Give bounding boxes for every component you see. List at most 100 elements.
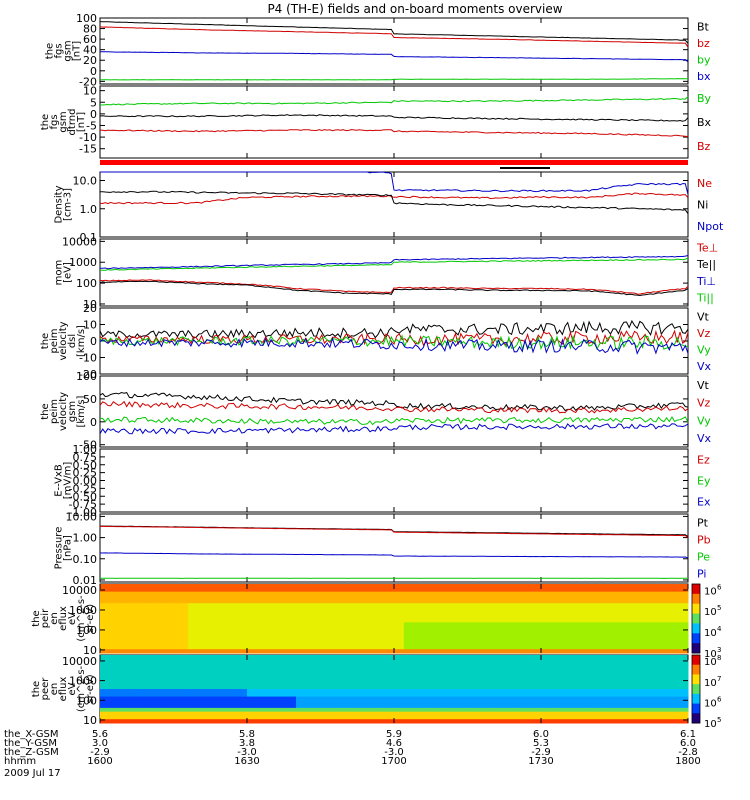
heatmap-cell	[492, 622, 503, 627]
heatmap-cell	[423, 587, 434, 593]
heatmap-cell	[227, 633, 238, 639]
heatmap-cell	[560, 692, 571, 698]
heatmap-cell	[217, 614, 228, 619]
heatmap-cell	[541, 689, 552, 694]
heatmap-cell	[639, 700, 650, 705]
y-tick-label: -20	[79, 75, 97, 88]
heatmap-cell	[296, 626, 307, 631]
heatmap-cell	[501, 591, 513, 596]
heatmap-cell	[511, 681, 522, 686]
heatmap-cell	[286, 614, 297, 619]
heatmap-cell	[207, 626, 219, 631]
heatmap-cell	[217, 641, 228, 646]
heatmap-cell	[315, 700, 326, 705]
heatmap-cell	[521, 662, 532, 667]
heatmap-cell	[286, 666, 297, 671]
colorbar-tick-exponent: 3	[717, 646, 721, 654]
heatmap-cell	[129, 641, 140, 646]
y-axis-label: peim	[49, 328, 60, 353]
heatmap-cell	[521, 681, 532, 686]
heatmap-cell	[678, 662, 689, 667]
heatmap-cell	[560, 719, 571, 724]
heatmap-cell	[590, 704, 601, 709]
heatmap-cell	[394, 591, 405, 596]
heatmap-cell	[501, 641, 513, 646]
heatmap-cell	[158, 584, 170, 589]
heatmap-cell	[345, 633, 356, 639]
heatmap-cell	[207, 641, 219, 646]
heatmap-cell	[198, 689, 209, 694]
heatmap-cell	[482, 670, 493, 675]
heatmap-cell	[296, 607, 307, 612]
heatmap-cell	[678, 626, 689, 631]
heatmap-cell	[541, 649, 552, 654]
heatmap-cell	[541, 673, 552, 679]
heatmap-cell	[178, 584, 189, 589]
series-line-vz	[99, 400, 689, 414]
heatmap-cell	[109, 630, 121, 635]
heatmap-cell	[345, 637, 356, 642]
heatmap-cell	[168, 599, 179, 604]
heatmap-cell	[648, 584, 660, 589]
heatmap-cell	[501, 630, 513, 635]
heatmap-cell	[648, 618, 660, 623]
series-line-te	[99, 280, 689, 297]
heatmap-cell	[266, 670, 277, 675]
heatmap-cell	[354, 622, 366, 627]
heatmap-cell	[286, 711, 297, 716]
heatmap-cell	[619, 603, 630, 608]
heatmap-cell	[237, 633, 248, 639]
heatmap-cell	[158, 673, 170, 679]
heatmap-cell	[139, 719, 150, 724]
heatmap-cell	[119, 603, 130, 608]
heatmap-cell	[560, 626, 571, 631]
heatmap-cell	[550, 677, 562, 682]
heatmap-cell	[119, 595, 130, 600]
heatmap-cell	[227, 587, 238, 593]
heatmap-cell	[668, 681, 679, 686]
footer-date: 2009 Jul 17	[4, 768, 61, 779]
heatmap-cell	[482, 666, 493, 671]
heatmap-cell	[482, 610, 493, 616]
heatmap-cell	[511, 715, 522, 720]
heatmap-cell	[247, 677, 258, 682]
heatmap-cell	[305, 626, 317, 631]
y-axis-label: fgs	[54, 43, 65, 58]
heatmap-cell	[433, 670, 444, 675]
heatmap-cell	[648, 633, 660, 639]
y-tick-label: -20	[79, 368, 97, 381]
y-tick-label: 0	[90, 65, 97, 78]
heatmap-cell	[629, 591, 640, 596]
heatmap-cell	[217, 649, 228, 654]
heatmap-cell	[394, 587, 405, 593]
heatmap-cell	[364, 607, 375, 612]
heatmap-cell	[423, 692, 434, 698]
heatmap-cell	[668, 666, 679, 671]
heatmap-cell	[109, 681, 121, 686]
heatmap-cell	[256, 655, 268, 660]
heatmap-cell	[296, 595, 307, 600]
heatmap-cell	[668, 618, 679, 623]
heatmap-cell	[266, 696, 277, 701]
heatmap-cell	[384, 666, 395, 671]
heatmap-cell	[374, 685, 385, 690]
colorbar-segment	[692, 643, 700, 654]
heatmap-cell	[374, 607, 385, 612]
heatmap-cell	[296, 662, 307, 667]
heatmap-cell	[296, 673, 307, 679]
heatmap-cell	[315, 670, 326, 675]
heatmap-cell	[413, 618, 424, 623]
heatmap-cell	[129, 630, 140, 635]
heatmap-cell	[198, 655, 209, 660]
heatmap-cell	[599, 591, 611, 596]
heatmap-cell	[501, 673, 513, 679]
y-tick-label: 10000	[62, 655, 97, 668]
heatmap-cell	[639, 696, 650, 701]
heatmap-cell	[521, 649, 532, 654]
heatmap-cell	[188, 614, 199, 619]
heatmap-cell	[648, 595, 660, 600]
heatmap-cell	[590, 614, 601, 619]
heatmap-cell	[188, 610, 199, 616]
heatmap-cell	[325, 610, 336, 616]
heatmap-cell	[207, 633, 219, 639]
